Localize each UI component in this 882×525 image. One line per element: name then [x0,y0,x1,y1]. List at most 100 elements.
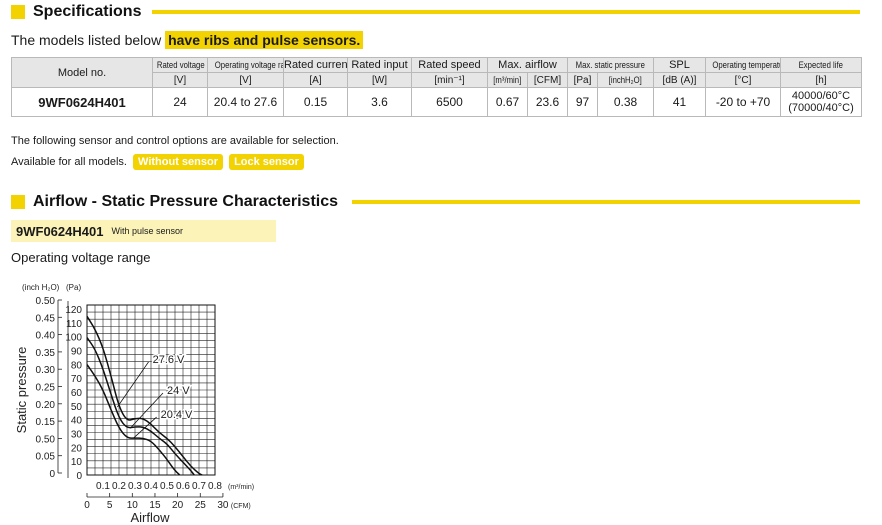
section-marker-icon [11,195,25,209]
x-tick-label-m3: 0.5 [160,481,174,492]
x-tick-label-cfm: 10 [127,500,139,511]
header-rated-current: Rated current [283,57,348,73]
x-tick-label-cfm: 20 [172,500,184,511]
airflow-pressure-chart: 12011010090807060504030201000.500.450.40… [14,283,254,525]
cell-airflow-m3: 0.67 [487,87,528,117]
unit-pressure-pa: [Pa] [567,72,598,88]
x-tick-label-cfm: 0 [84,500,90,511]
expected-life-line-1: 40000/60°C [791,90,851,102]
expected-life-line-2: (70000/40°C) [788,102,854,114]
header-max-static-pressure: Max. static pressure [567,57,654,73]
unit-rated-voltage: [V] [152,72,208,88]
y-tick-label-inch: 0.25 [36,383,56,394]
y-tick-label-pa: 90 [71,347,83,358]
x-tick-label-cfm: 15 [149,500,161,511]
operating-voltage-subtitle: Operating voltage range [11,250,151,265]
x-unit-m3: (m³/min) [228,484,254,491]
chart-model-bar: 9WF0624H401 With pulse sensor [11,220,276,242]
section-divider [352,200,860,204]
unit-spl: [dB (A)] [653,72,706,88]
y-tick-label-inch: 0.15 [36,417,56,428]
option-badge-lock-sensor[interactable]: Lock sensor [229,154,304,170]
cell-spl: 41 [653,87,706,117]
unit-rated-current: [A] [283,72,348,88]
cell-model: 9WF0624H401 [11,87,153,117]
intro-text: The models listed below have ribs and pu… [11,31,364,49]
y-tick-label-inch: 0.30 [36,365,56,376]
section-marker-icon [11,5,25,19]
specifications-table: Model no. Rated voltage Operating voltag… [11,57,862,117]
y-tick-label-inch: 0 [49,469,55,480]
x-tick-label-cfm: 5 [107,500,113,511]
availability-note: Available for all models. Without sensor… [11,154,304,170]
cell-rated-speed: 6500 [411,87,488,117]
header-spl: SPL [653,57,706,73]
series-label: 24 V [167,385,190,397]
y-tick-label-pa: 40 [71,416,83,427]
x-tick-label-m3: 0.3 [128,481,142,492]
x-tick-label-m3: 0.6 [176,481,190,492]
y-tick-label-inch: 0.05 [36,452,56,463]
series-leader-line [133,416,157,439]
unit-pressure-inch: [inchH₂O] [597,72,654,88]
y-tick-label-inch: 0.50 [36,434,56,445]
plot-frame [86,304,216,476]
cell-rated-current: 0.15 [283,87,348,117]
cell-airflow-cfm: 23.6 [527,87,568,117]
y-unit-inch: (inch H₂O) [22,283,60,292]
y-tick-label-inch: 0.40 [36,331,56,342]
header-rated-speed: Rated speed [411,57,488,73]
x-tick-label-m3: 0.7 [192,481,206,492]
specifications-title: Specifications [33,3,142,20]
header-model-no: Model no. [11,57,153,88]
x-tick-label-m3: 0.4 [144,481,158,492]
header-rated-voltage: Rated voltage [152,57,208,73]
chart-model-name: 9WF0624H401 [16,223,104,239]
y-tick-label-inch: 0.45 [36,313,56,324]
cell-operating-temperature: -20 to +70 [705,87,781,117]
y-tick-label-pa: 110 [66,319,82,330]
header-expected-life: Expected life [780,57,862,73]
sensor-options-note: The following sensor and control options… [11,135,339,147]
cell-pressure-inch: 0.38 [597,87,654,117]
series-leader-line [117,361,149,408]
y-tick-label-pa: 60 [71,388,83,399]
series-leader-line [129,392,164,429]
y-tick-label-pa: 120 [65,305,82,316]
cell-operating-voltage-range: 20.4 to 27.6 [207,87,284,117]
y-tick-label-pa: 20 [71,443,83,454]
unit-expected-life: [h] [780,72,862,88]
x-tick-label-m3: 0.1 [96,481,110,492]
y-tick-label-inch: 0.35 [36,348,56,359]
y-tick-label-inch: 0.50 [36,296,56,307]
airflow-title: Airflow - Static Pressure Characteristic… [33,193,339,210]
cell-rated-voltage: 24 [152,87,208,117]
y-tick-label-pa: 80 [71,360,83,371]
unit-rated-input: [W] [347,72,412,88]
intro-prefix: The models listed below [11,32,166,48]
table-row: 9WF0624H401 24 20.4 to 27.6 0.15 3.6 650… [11,87,862,117]
header-operating-temperature: Operating temperature [705,57,781,73]
cell-pressure-pa: 97 [567,87,598,117]
specifications-heading: Specifications [11,1,141,23]
series-label: 20.4 V [161,409,193,421]
y-tick-label-pa: 0 [76,471,82,482]
unit-operating-temperature: [°C] [705,72,781,88]
section-divider [152,10,860,14]
x-tick-label-cfm: 25 [195,500,207,511]
cell-expected-life: 40000/60°C (70000/40°C) [780,87,862,117]
unit-operating-voltage-range: [V] [207,72,284,88]
header-max-airflow: Max. airflow [487,57,568,73]
header-operating-voltage-range: Operating voltage range [207,57,284,73]
availability-label: Available for all models. [11,156,127,168]
curve-276Vv [86,315,203,476]
unit-airflow-cfm: [CFM] [527,72,568,88]
x-axis-label: Airflow [130,510,170,525]
option-badge-without-sensor[interactable]: Without sensor [133,154,223,170]
x-tick-label-m3: 0.8 [208,481,222,492]
y-unit-pa: (Pa) [66,283,81,292]
y-axis-label: Static pressure [14,347,29,434]
unit-airflow-m3: [m³/min] [487,72,528,88]
x-tick-label-cfm: 30 [217,500,229,511]
series-label: 27.6 V [153,354,185,366]
